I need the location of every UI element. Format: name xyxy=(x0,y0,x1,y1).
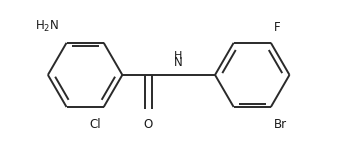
Text: Cl: Cl xyxy=(89,118,101,131)
Text: F: F xyxy=(274,21,281,34)
Text: Br: Br xyxy=(274,118,288,131)
Text: H$_2$N: H$_2$N xyxy=(36,18,60,34)
Text: H: H xyxy=(174,51,182,61)
Text: N: N xyxy=(174,56,183,69)
Text: O: O xyxy=(144,118,153,131)
